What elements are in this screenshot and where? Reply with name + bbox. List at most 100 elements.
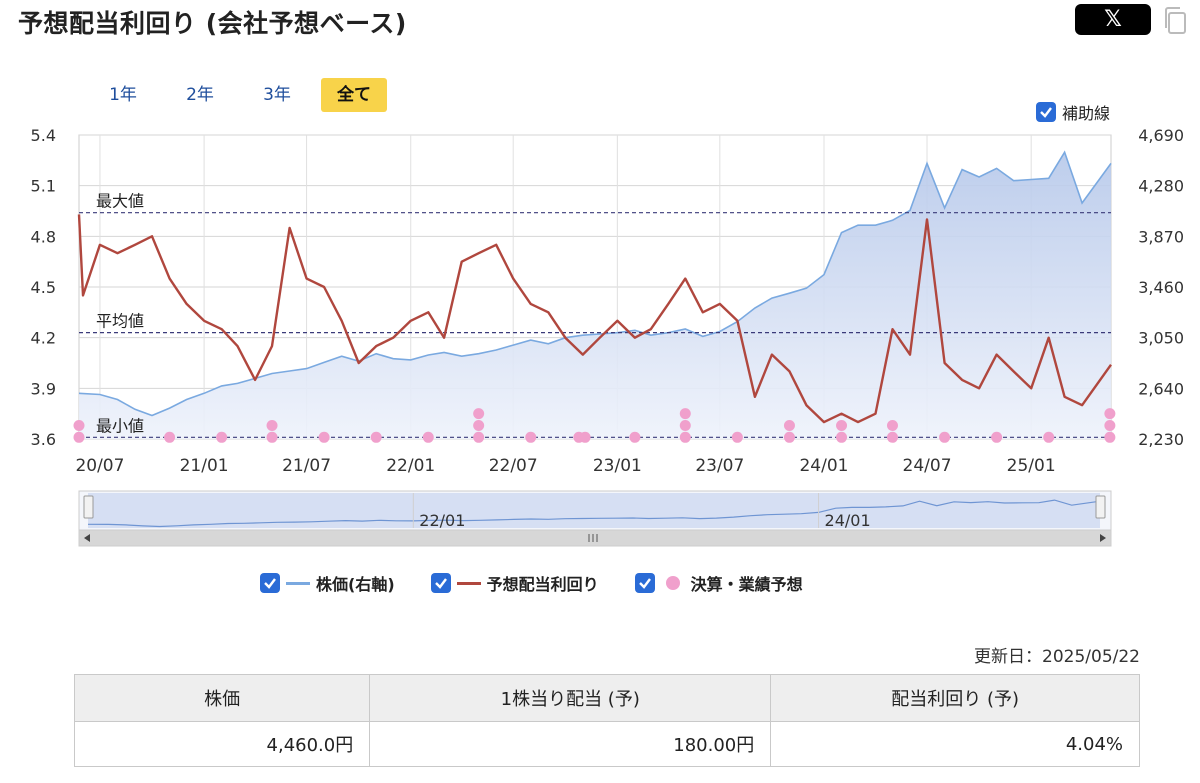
event-dot [1104,408,1116,420]
x-share-button[interactable]: 𝕏 [1075,4,1151,35]
event-dot [939,431,951,443]
legend-item-price[interactable]: 株価(右軸) [260,571,395,595]
navigator-scrollbar[interactable] [78,529,1112,547]
range-tab-2y[interactable]: 2年 [186,85,214,105]
event-dot [73,431,85,443]
legend-item-yield[interactable]: 予想配当利回り [430,571,599,595]
price-area [79,152,1111,440]
event-dot [886,419,898,431]
check-icon [638,578,651,589]
copy-icon[interactable] [1162,6,1188,36]
event-dot [836,419,848,431]
legend-price-checkbox[interactable] [260,573,280,593]
scroll-right-arrow-icon[interactable] [1100,534,1106,542]
x-tick-label: 20/07 [75,456,124,476]
summary-value-yield: 4.04% [770,721,1140,767]
event-dot [216,431,228,443]
x-tick-label: 24/07 [903,456,952,476]
event-dot [629,431,641,443]
chart-legend: 株価(右軸) 予想配当利回り 決算・業績予想 [260,570,839,596]
navigator-range [88,493,1100,528]
event-dot [783,419,795,431]
y-left-tick-label: 3.9 [31,379,56,398]
navigator-tick-label: 22/01 [419,511,465,530]
y-left-tick-label: 3.6 [31,430,56,449]
legend-price-label: 株価(右軸) [316,575,395,594]
y-right-tick-label: 3,460 [1138,278,1184,297]
x-tick-label: 24/01 [799,456,848,476]
event-dot [473,431,485,443]
reference-line-label: 平均値 [96,312,144,331]
event-dot [1104,431,1116,443]
event-dot [473,408,485,420]
y-right-tick-label: 2,230 [1138,430,1184,449]
x-tick-label: 23/07 [695,456,744,476]
check-icon [1040,107,1052,118]
legend-item-events[interactable]: 決算・業績予想 [634,571,803,595]
page-title: 予想配当利回り (会社予想ベース) [18,9,407,38]
x-tick-label: 21/07 [282,456,331,476]
y-right-tick-label: 4,690 [1138,126,1184,145]
event-dot [679,419,691,431]
legend-price-line-icon [286,581,310,585]
check-icon [434,578,447,589]
yield-chart: 5.4 4,690 5.1 4,280 4.8 3,870 4.5 3,460 4.2 3,050… [31,126,1184,547]
y-right-tick-label: 3,050 [1138,329,1184,348]
event-dot [783,431,795,443]
aux-lines-toggle[interactable]: 補助線 [1036,100,1110,124]
summary-header-row: 株価 1株当り配当 (予) 配当利回り (予) [73,674,1140,722]
event-dot [266,419,278,431]
event-dot [1104,419,1116,431]
aux-lines-checkbox[interactable] [1036,102,1056,122]
summary-value-dividend: 180.00円 [369,721,772,767]
legend-events-dot-icon [665,576,680,590]
event-dot [422,431,434,443]
event-dot [73,419,85,431]
y-left-tick-label: 4.2 [31,329,56,348]
y-left-tick-label: 4.5 [31,278,56,297]
legend-yield-checkbox[interactable] [430,573,451,593]
summary-header-yield: 配当利回り (予) [770,674,1140,722]
range-tab-all[interactable]: 全て [321,78,387,112]
event-dot [473,419,485,431]
x-tick-label: 23/01 [593,456,642,476]
navigator-tick-label: 24/01 [825,511,871,530]
range-tab-1y[interactable]: 1年 [109,85,137,105]
y-left-tick-label: 5.1 [31,177,56,196]
y-left-tick-label: 4.8 [31,227,56,246]
x-tick-label: 25/01 [1007,456,1056,476]
y-right-tick-label: 3,870 [1138,227,1184,246]
x-tick-label: 21/01 [180,456,229,476]
updated-date: 更新日：2025/05/22 [974,647,1140,667]
event-dot [525,431,537,443]
event-dot [579,431,591,443]
event-dot [836,431,848,443]
navigator-handle-left[interactable] [83,495,94,519]
event-dot [1043,431,1055,443]
event-dot [679,431,691,443]
legend-yield-label: 予想配当利回り [486,575,599,594]
range-tab-3y[interactable]: 3年 [263,85,291,105]
y-left-tick-label: 5.4 [31,126,56,145]
navigator-line [87,499,1101,528]
summary-value-price: 4,460.0円 [73,721,371,767]
summary-value-row: 4,460.0円 180.00円 4.04% [73,721,1140,767]
legend-yield-line-icon [456,581,481,585]
range-tabs: 1年 2年 3年 全て [90,78,398,112]
y-right-tick-label: 4,280 [1138,177,1184,196]
navigator-handle-right[interactable] [1095,495,1106,519]
aux-lines-label: 補助線 [1062,104,1111,123]
event-dot [370,431,382,443]
summary-header-price: 株価 [73,674,371,722]
x-tick-label: 22/01 [386,456,435,476]
reference-line-label: 最小値 [96,416,144,435]
y-right-tick-label: 2,640 [1138,379,1184,398]
yield-line [77,214,1112,424]
legend-events-checkbox[interactable] [634,573,655,593]
scroll-left-arrow-icon[interactable] [84,534,90,542]
legend-events-label: 決算・業績予想 [690,575,803,594]
event-dot [318,431,330,443]
event-dot [991,431,1003,443]
event-dot [164,431,176,443]
price-line [78,150,1112,417]
